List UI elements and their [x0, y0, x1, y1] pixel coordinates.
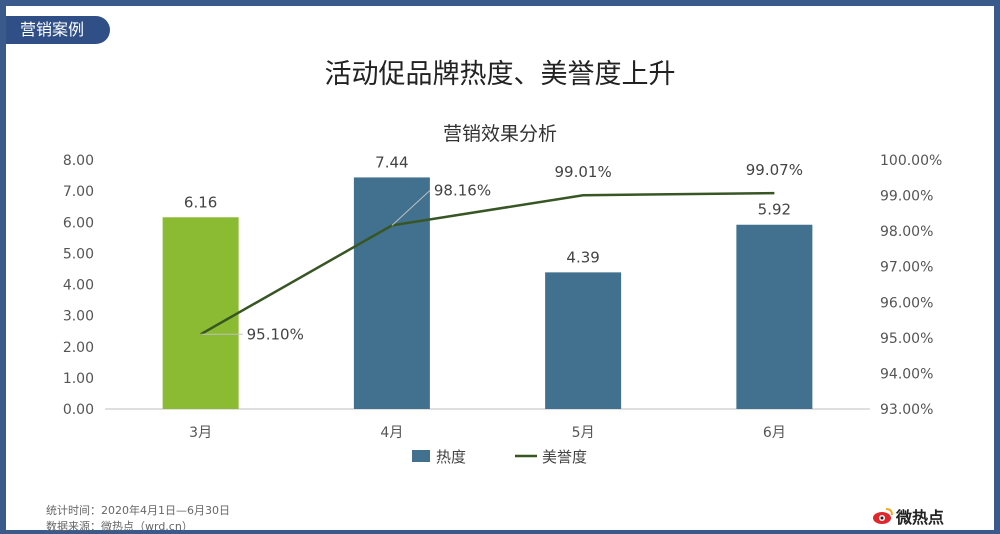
bar-value-label: 7.44: [375, 153, 408, 171]
bar-value-label: 4.39: [566, 248, 599, 266]
x-category-label: 6月: [763, 425, 786, 441]
line-value-label: 98.16%: [434, 181, 491, 199]
y-right-tick-label: 100.00%: [880, 153, 942, 169]
main-title: 活动促品牌热度、美誉度上升: [324, 59, 676, 90]
x-category-label: 3月: [189, 425, 212, 441]
combo-chart: 营销效果分析 0.00 1.00 2.00 3.00 4.00 5.00 6.00 7.00 8.…: [63, 123, 942, 466]
y-right-tick-label: 96.00%: [880, 295, 933, 311]
bar-heat: [353, 177, 430, 409]
footnote-source: 数据来源：微热点（wrd.cn）: [46, 520, 193, 533]
y-right-tick-label: 99.00%: [880, 189, 933, 205]
legend-label-heat: 热度: [436, 448, 466, 466]
y-left-tick-label: 3.00: [63, 309, 94, 325]
y-right-tick-label: 94.00%: [880, 366, 933, 382]
line-value-label: 99.01%: [555, 163, 612, 181]
line-reputation: [200, 191, 775, 336]
brand-logo: 微热点: [872, 504, 944, 528]
line-value-label: 99.07%: [746, 161, 803, 179]
y-right-tick-label: 98.00%: [880, 224, 933, 240]
y-left-tick-label: 4.00: [63, 278, 94, 294]
bar-value-label: 6.16: [184, 193, 217, 211]
logo-text: 微热点: [896, 508, 945, 527]
y-right-tick-label: 97.00%: [880, 260, 933, 276]
y-left-tick-label: 8.00: [63, 153, 94, 169]
chart-title: 营销效果分析: [443, 123, 557, 145]
y-left-tick-label: 2.00: [63, 340, 94, 356]
bar-value-label: 5.92: [758, 201, 791, 219]
y-right-tick-label: 95.00%: [880, 331, 933, 347]
y-left-tick-label: 7.00: [63, 184, 94, 200]
y-left-tick-label: 1.00: [63, 371, 94, 387]
y-left-tick-label: 5.00: [63, 246, 94, 262]
bar-heat: [162, 217, 239, 409]
legend-swatch-heat: [412, 450, 430, 462]
bar-heat: [736, 224, 813, 409]
weibo-eye-icon: [873, 508, 893, 524]
bar-heat: [545, 272, 622, 409]
x-category-label: 5月: [572, 425, 595, 441]
line-label-leader: [391, 190, 431, 226]
y-right-tick-label: 93.00%: [880, 402, 933, 418]
legend-label-reputation: 美誉度: [542, 448, 587, 466]
footnote-time: 统计时间：2020年4月1日—6月30日: [46, 504, 230, 517]
y-left-tick-label: 0.00: [63, 402, 94, 418]
x-category-label: 4月: [380, 425, 403, 441]
y-left-tick-label: 6.00: [63, 215, 94, 231]
line-value-label: 95.10%: [247, 325, 304, 343]
section-tag: 营销案例: [6, 16, 110, 44]
